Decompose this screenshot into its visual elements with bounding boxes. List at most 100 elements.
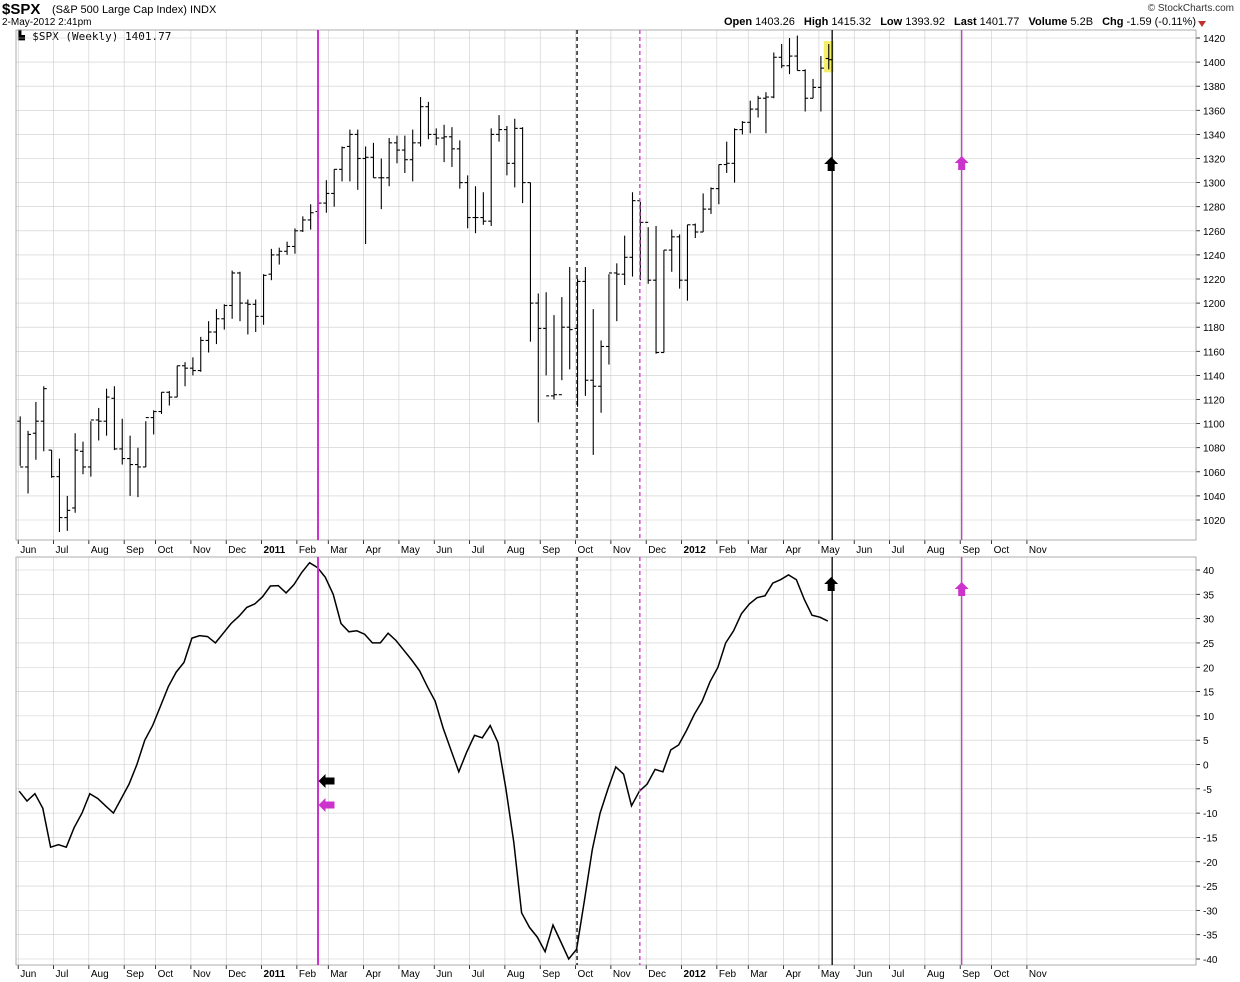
price-bar <box>464 175 471 229</box>
price-bar <box>213 309 220 345</box>
quote-summary: Open 1403.26 High 1415.32 Low 1393.92 Last 1… <box>718 16 1196 28</box>
price-bar <box>511 118 518 188</box>
x-tick-label: Jun <box>20 969 36 980</box>
last-label: Last <box>954 16 977 28</box>
price-bar <box>25 430 32 494</box>
y-tick-label: 1080 <box>1203 444 1226 455</box>
y-tick-label: 1260 <box>1203 227 1226 238</box>
y-tick-label: 1200 <box>1203 299 1226 310</box>
y-tick-label: 1180 <box>1203 323 1225 334</box>
price-bar <box>354 129 361 190</box>
price-bar <box>158 391 165 414</box>
price-bar <box>362 146 369 245</box>
price-bar <box>519 127 526 204</box>
price-bar <box>378 158 385 210</box>
open-value: 1403.26 <box>755 16 795 28</box>
price-bar <box>417 97 424 147</box>
y-tick-label: 1420 <box>1203 34 1226 45</box>
price-bar <box>134 447 141 498</box>
y-tick-label: -40 <box>1203 955 1218 966</box>
y-tick-label: 1120 <box>1203 396 1225 407</box>
x-tick-label: 2012 <box>684 969 707 980</box>
up-arrow-icon <box>954 582 969 596</box>
price-bar <box>731 128 738 183</box>
price-bar <box>166 391 173 406</box>
panel-frames <box>15 29 1197 966</box>
price-bars <box>17 35 834 533</box>
price-bar <box>307 204 314 230</box>
brand-label[interactable]: © StockCharts.com <box>1147 3 1234 14</box>
price-bar <box>676 234 683 289</box>
y-tick-label: 1020 <box>1203 516 1226 527</box>
price-bar <box>64 495 71 531</box>
x-tick-label: Mar <box>330 969 348 980</box>
x-tick-label: Oct <box>578 545 594 556</box>
x-tick-label: Jun <box>436 969 452 980</box>
price-bar <box>174 365 181 398</box>
price-bar <box>723 141 730 173</box>
up-arrow-icon <box>954 156 969 170</box>
price-bar <box>574 279 581 407</box>
volume-label: Volume <box>1028 16 1068 28</box>
price-bar <box>660 249 667 354</box>
y-tick-label: 1340 <box>1203 130 1226 141</box>
price-bar <box>252 299 259 333</box>
price-bar <box>401 135 408 173</box>
price-bar <box>339 146 346 182</box>
y-tick-label: 1380 <box>1203 82 1226 93</box>
dropdown-triangle-icon[interactable] <box>1198 21 1206 27</box>
price-bar <box>558 297 565 396</box>
x-tick-label: 2012 <box>684 545 707 556</box>
x-tick-label: Oct <box>994 545 1010 556</box>
x-tick-label: Mar <box>750 545 768 556</box>
x-tick-label: Apr <box>786 969 802 980</box>
y-tick-label: 25 <box>1203 639 1215 650</box>
x-tick-label: Nov <box>193 969 211 980</box>
price-bar <box>95 407 102 441</box>
x-tick-label: May <box>821 969 840 980</box>
price-bar <box>244 299 251 335</box>
x-tick-label: Nov <box>613 545 631 556</box>
y-tick-label: 1320 <box>1203 155 1226 166</box>
y-tick-label: -10 <box>1203 809 1218 820</box>
y-tick-label: 1060 <box>1203 468 1226 479</box>
x-tick-label: Apr <box>366 969 382 980</box>
price-bar <box>221 304 228 330</box>
price-bar <box>480 192 487 225</box>
y-tick-label: -20 <box>1203 858 1218 869</box>
x-tick-label: Sep <box>126 545 144 556</box>
price-bar <box>276 247 283 265</box>
chg-label: Chg <box>1102 16 1124 28</box>
price-bar <box>472 186 479 234</box>
price-bar <box>621 235 628 286</box>
price-bar <box>441 124 448 163</box>
symbol-exchange: INDX <box>190 4 217 16</box>
y-tick-label: 1240 <box>1203 251 1226 262</box>
price-bar <box>291 228 298 254</box>
x-tick-label: Aug <box>507 545 525 556</box>
price-bar <box>739 121 746 135</box>
price-bar <box>598 340 605 413</box>
x-tick-label: Oct <box>578 969 594 980</box>
up-arrow-icon <box>824 577 839 591</box>
y-tick-label: 1100 <box>1203 420 1225 431</box>
marker-lines <box>317 30 963 965</box>
y-tick-label: 1040 <box>1203 492 1226 503</box>
price-bar <box>260 274 267 325</box>
price-bar <box>762 92 769 134</box>
y-tick-label: 30 <box>1203 615 1215 626</box>
x-tick-label: Jul <box>56 969 69 980</box>
x-tick-label: Apr <box>786 545 802 556</box>
price-bar <box>794 35 801 72</box>
y-tick-label: 40 <box>1203 566 1215 577</box>
price-bar <box>119 418 126 465</box>
price-bar <box>103 388 110 436</box>
y-tick-label: 1280 <box>1203 203 1226 214</box>
price-bar <box>80 441 86 475</box>
price-bar <box>409 129 416 182</box>
price-bar-icon: ▙ <box>18 30 25 40</box>
x-tick-label: Apr <box>366 545 382 556</box>
price-bar <box>237 271 243 322</box>
price-bar <box>825 44 832 70</box>
x-tick-label: Dec <box>648 545 666 556</box>
